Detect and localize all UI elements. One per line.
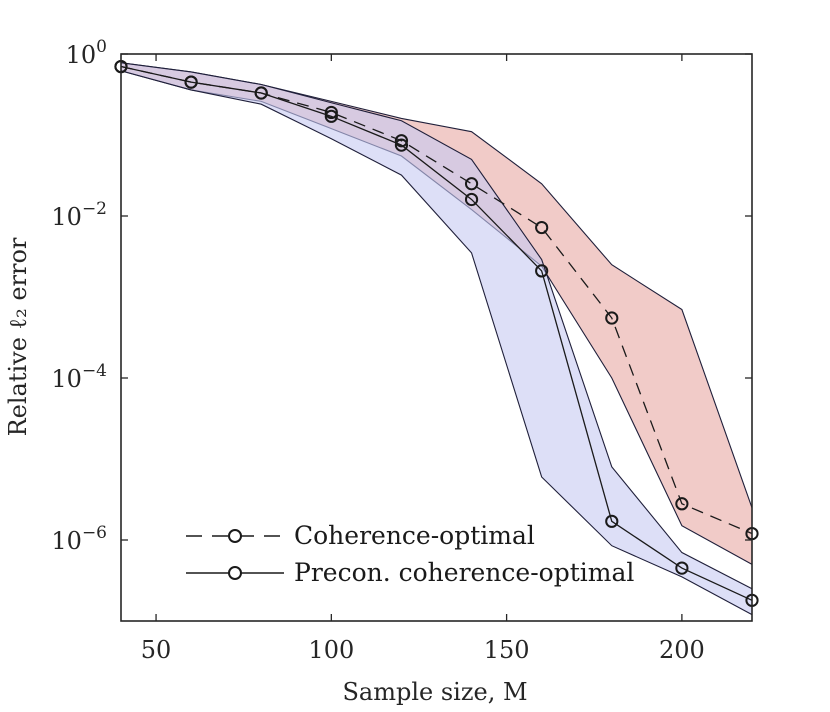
confidence-bands (120, 62, 753, 616)
y-axis: 100 10−2 10−4 10−6 (51, 37, 752, 555)
point-series-0-x100 (324, 105, 338, 120)
point-series-0-x120 (394, 134, 409, 148)
band-series-1 (121, 62, 752, 615)
point-series-1-x180 (605, 514, 619, 528)
point-series-1-x80 (254, 86, 268, 100)
legend-label-0: Coherence-optimal (294, 521, 535, 550)
point-series-1-x120 (394, 138, 409, 152)
x-tick-label: 50 (141, 636, 172, 664)
series-lines (120, 65, 753, 601)
point-series-1-x140 (464, 192, 479, 207)
legend-marker-1 (228, 566, 242, 580)
series-markers (114, 59, 759, 607)
x-tick-label: 200 (659, 636, 705, 664)
point-series-1-x60 (184, 75, 198, 89)
y-tick-label: 100 (66, 37, 107, 69)
legend-marker-0 (228, 529, 242, 543)
x-tick-label: 150 (484, 636, 530, 664)
point-series-0-x180 (605, 311, 619, 325)
y-tick-label: 10−2 (51, 199, 107, 231)
point-series-0-x140 (464, 177, 479, 191)
band-upper-series-1 (120, 62, 753, 590)
legend-label-1: Precon. coherence-optimal (294, 558, 634, 587)
x-axis: 50 100 150 200 (141, 54, 705, 664)
y-axis-title: Relative ℓ₂ error (4, 237, 32, 436)
y-tick-label: 10−6 (51, 523, 107, 555)
band-lower-series-1 (120, 70, 753, 616)
line-series-1 (120, 65, 753, 601)
point-series-1-x100 (324, 109, 338, 123)
y-tick-label: 10−4 (51, 361, 107, 393)
point-series-1-x200 (675, 561, 689, 575)
plot-frame (120, 53, 753, 622)
point-series-0-x200 (675, 497, 689, 511)
x-axis-title: Sample size, M (342, 678, 527, 706)
point-series-0-x160 (535, 220, 549, 235)
x-tick-label: 100 (308, 636, 354, 664)
legend: Coherence-optimal Precon. coherence-optim… (186, 521, 634, 587)
band-series-0 (121, 62, 752, 565)
point-series-1-x160 (535, 264, 549, 278)
